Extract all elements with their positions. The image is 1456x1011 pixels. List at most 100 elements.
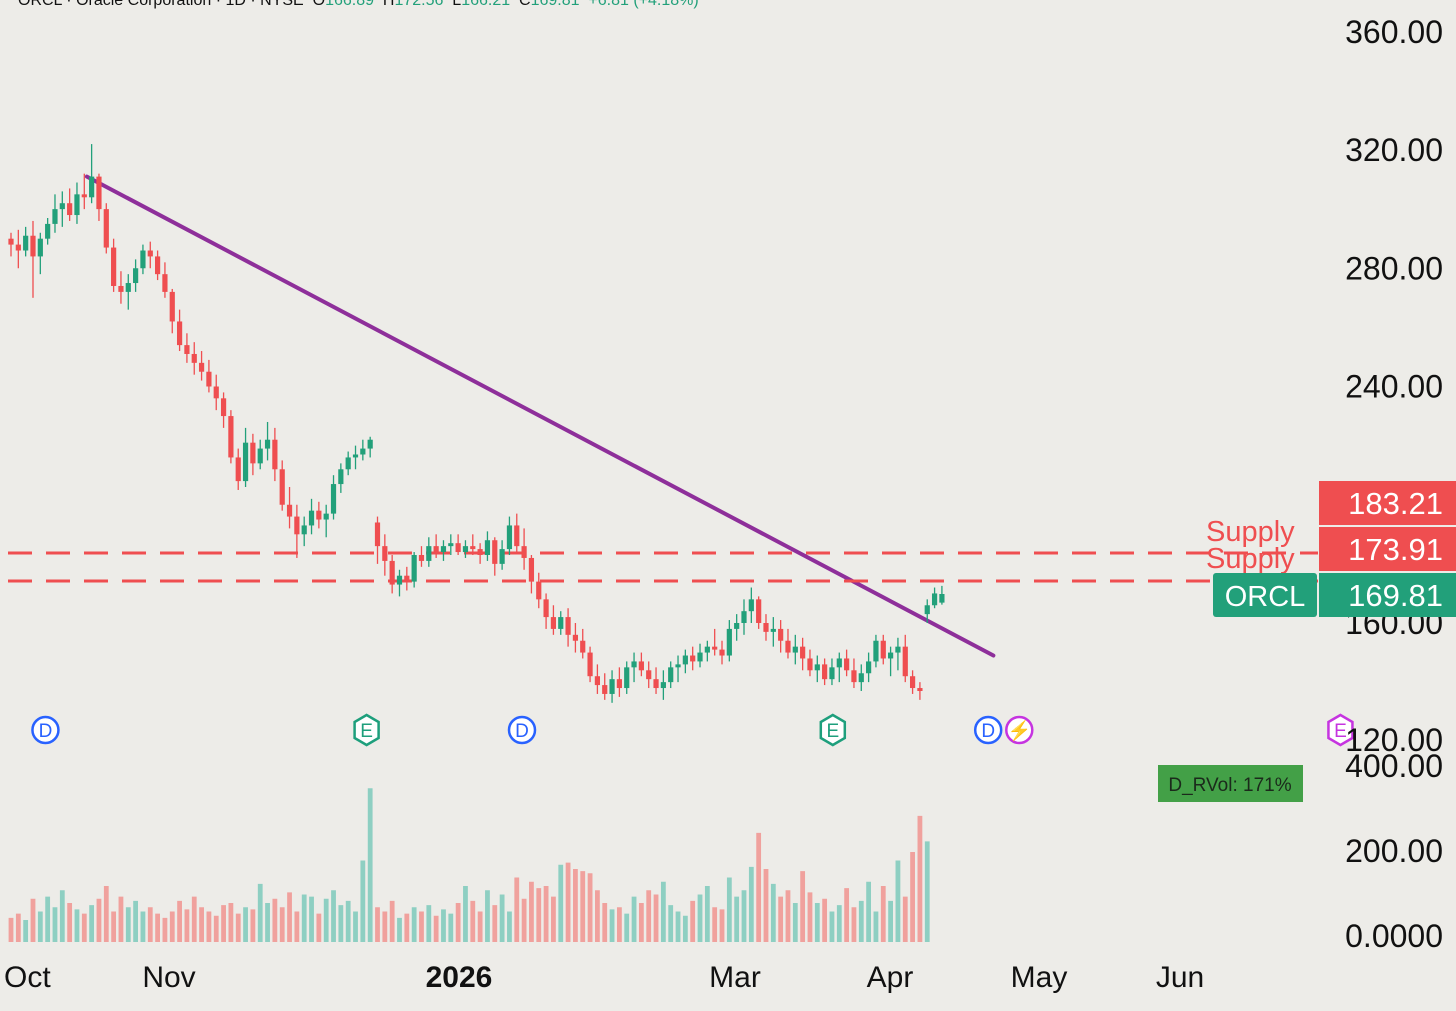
volume-bar [748, 866, 754, 942]
volume-bar [602, 903, 608, 942]
candle-body [492, 540, 498, 564]
candle [697, 643, 703, 668]
volume-bar [169, 911, 175, 942]
candle [682, 649, 688, 674]
candle-body [8, 238, 14, 245]
candle [470, 534, 476, 556]
supply-label: Supply [1206, 516, 1295, 548]
candle [338, 463, 344, 493]
candle-body [264, 439, 271, 449]
candle-body [89, 176, 95, 198]
candle [45, 217, 51, 245]
candle [294, 504, 300, 558]
volume-bar [265, 903, 270, 942]
candle [909, 670, 916, 694]
volume-bar [338, 905, 344, 942]
volume-bar [455, 903, 461, 942]
candle-body [191, 353, 197, 363]
volume-bar [902, 896, 908, 942]
candle [103, 203, 109, 254]
candle-body [155, 256, 161, 275]
candle [609, 670, 615, 703]
candle [323, 504, 329, 538]
candle-body [74, 194, 80, 216]
volume-tick-label: 200.00 [1345, 833, 1443, 869]
candle-body [30, 235, 36, 257]
candle [426, 537, 432, 567]
candle [352, 445, 359, 470]
volume-bar [8, 917, 14, 942]
volume-bar [81, 913, 87, 942]
volume-bar [397, 917, 402, 942]
candle [748, 587, 754, 623]
candle-body [734, 623, 740, 629]
candle [118, 271, 124, 304]
earnings-event-badge[interactable]: E [353, 713, 380, 747]
candle-body [800, 646, 806, 659]
candle [30, 220, 36, 298]
candle [638, 652, 644, 677]
candle-body [594, 676, 600, 686]
time-tick-label: Apr [867, 961, 914, 994]
candle-body [638, 661, 644, 671]
volume-bar [697, 894, 703, 942]
candle-body [484, 540, 491, 556]
volume-bar [89, 905, 95, 942]
supply-price-label: 183.21 [1348, 486, 1443, 521]
flash-badge-letter: ⚡ [1007, 719, 1031, 742]
volume-bar [199, 907, 204, 942]
candle [741, 599, 747, 635]
candle [52, 194, 58, 233]
dividend-event-badge[interactable]: D [507, 715, 537, 745]
candle-body [103, 209, 109, 248]
earnings-event-badge[interactable]: E [819, 713, 847, 747]
dividend-badge-circle [973, 715, 1003, 745]
candle [206, 359, 212, 393]
candle-body [352, 454, 359, 458]
candle-body [323, 513, 329, 520]
earnings-badge-letter: E [360, 721, 373, 742]
price-tick-label: 240.00 [1345, 369, 1443, 405]
candle [939, 585, 945, 605]
candle-body [675, 664, 681, 668]
candle-body [411, 555, 417, 582]
candle [822, 658, 828, 686]
candle-body [902, 646, 908, 677]
candle [213, 374, 219, 411]
candle [382, 534, 388, 576]
supply-label: Supply [1206, 543, 1295, 575]
candle-body [169, 291, 175, 322]
volume-bar [279, 907, 285, 942]
volume-bar [184, 909, 190, 942]
time-tick-label: May [1011, 961, 1068, 994]
candle-body [198, 362, 205, 372]
volume-bar [140, 911, 146, 942]
flash-event-badge[interactable]: ⚡ [1005, 715, 1034, 745]
candle-body [888, 652, 894, 659]
future-earnings-event-badge[interactable]: E [1327, 713, 1354, 747]
candle-body [712, 646, 718, 650]
volume-bar [213, 915, 219, 942]
dividend-event-badge[interactable]: D [31, 715, 60, 745]
candle [411, 552, 417, 588]
trendline[interactable] [84, 174, 996, 658]
candle-body [506, 525, 513, 550]
price-tick-label: 360.00 [1345, 14, 1443, 50]
candle-body [770, 628, 776, 632]
volume-bar [375, 907, 380, 942]
supply-price-label: 173.91 [1348, 532, 1443, 567]
time-tick-label: Mar [709, 961, 761, 994]
dividend-badge-letter: D [39, 721, 53, 742]
dividend-event-badge[interactable]: D [973, 715, 1003, 745]
candle [155, 250, 161, 281]
candle-body [45, 223, 51, 239]
candle [807, 649, 813, 677]
volume-bar [741, 890, 747, 942]
candle-body [631, 661, 637, 668]
volume-bar [580, 871, 586, 942]
candle-body [250, 442, 256, 464]
candle [506, 516, 513, 556]
candle-body [572, 634, 579, 641]
